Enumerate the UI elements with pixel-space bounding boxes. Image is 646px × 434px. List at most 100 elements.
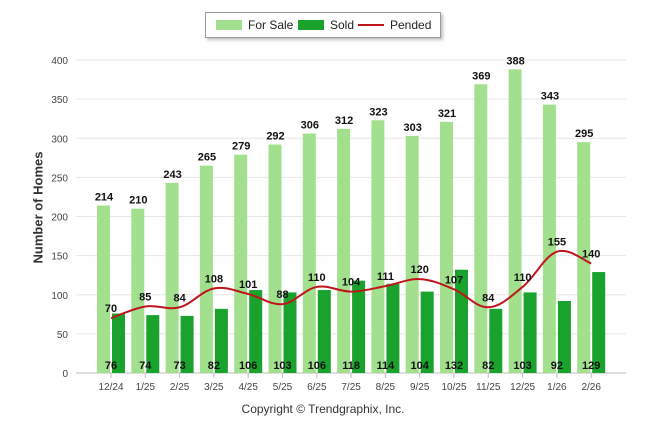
data-label-sold: 114 — [377, 360, 396, 372]
y-tick-label: 250 — [51, 173, 68, 184]
bar-sold[interactable] — [523, 292, 537, 373]
bar-sold[interactable] — [214, 308, 228, 373]
bar-for-sale[interactable] — [508, 69, 522, 373]
data-label-sold: 106 — [239, 360, 257, 372]
x-tick-label: 3/25 — [204, 382, 224, 393]
data-label-for-sale: 214 — [95, 192, 114, 204]
data-label-for-sale: 295 — [575, 128, 593, 140]
legend-item-for-sale[interactable]: For Sale — [216, 18, 293, 32]
data-label-for-sale: 388 — [506, 55, 524, 67]
x-tick-label: 10/25 — [441, 382, 466, 393]
data-label-pended: 88 — [276, 289, 288, 301]
x-tick-label: 12/25 — [510, 382, 535, 393]
data-label-sold: 74 — [139, 360, 152, 372]
data-label-for-sale: 243 — [163, 169, 181, 181]
y-tick-label: 200 — [51, 213, 68, 224]
x-tick-label: 1/26 — [547, 382, 567, 393]
data-label-pended: 104 — [342, 277, 361, 289]
bar-sold[interactable] — [352, 280, 366, 373]
data-label-sold: 82 — [208, 360, 220, 372]
legend-item-pended[interactable]: Pended — [358, 18, 431, 32]
bar-sold[interactable] — [420, 291, 434, 373]
bar-for-sale[interactable] — [577, 142, 591, 373]
pended-line — [110, 249, 592, 320]
bar-sold[interactable] — [386, 283, 400, 373]
data-label-pended: 110 — [514, 272, 532, 284]
for-sale-swatch — [216, 20, 242, 30]
legend-item-sold[interactable]: Sold — [298, 18, 354, 32]
x-tick-label: 7/25 — [341, 382, 361, 393]
bar-sold[interactable] — [249, 290, 263, 373]
bar-for-sale[interactable] — [268, 144, 282, 373]
bar-sold[interactable] — [146, 315, 160, 373]
data-label-for-sale: 312 — [335, 115, 353, 127]
y-tick-label: 100 — [51, 291, 68, 302]
bar-for-sale[interactable] — [302, 133, 316, 373]
x-tick-label: 6/25 — [307, 382, 327, 393]
data-label-sold: 103 — [513, 360, 531, 372]
data-label-pended: 85 — [139, 291, 151, 303]
data-label-pended: 84 — [173, 292, 186, 304]
data-label-pended: 108 — [205, 273, 223, 285]
x-tick-label: 1/25 — [136, 382, 156, 393]
data-label-pended: 107 — [445, 274, 463, 286]
bar-for-sale[interactable] — [337, 128, 351, 373]
bar-sold[interactable] — [592, 272, 606, 373]
y-tick-label: 0 — [62, 369, 68, 380]
bar-for-sale[interactable] — [371, 120, 385, 373]
data-label-pended: 101 — [239, 279, 257, 291]
bar-for-sale[interactable] — [440, 121, 453, 373]
x-tick-label: 2/26 — [581, 382, 601, 393]
data-label-sold: 106 — [308, 360, 326, 372]
bar-for-sale[interactable] — [234, 154, 248, 373]
data-label-for-sale: 265 — [198, 152, 216, 164]
bar-for-sale[interactable] — [131, 208, 145, 373]
bar-sold[interactable] — [283, 292, 297, 373]
legend-label-for-sale: For Sale — [248, 18, 294, 32]
pended-series-line — [110, 249, 592, 320]
y-tick-label: 400 — [51, 56, 68, 67]
legend: For Sale Sold Pended — [205, 12, 441, 38]
data-label-for-sale: 369 — [472, 70, 490, 82]
bar-for-sale[interactable] — [199, 165, 213, 373]
x-tick-label: 4/25 — [238, 382, 258, 393]
data-label-sold: 129 — [582, 360, 600, 372]
bar-for-sale[interactable] — [97, 205, 110, 373]
y-tick-label: 300 — [51, 134, 68, 145]
bar-sold[interactable] — [180, 315, 194, 373]
bar-sold[interactable] — [317, 290, 331, 373]
data-label-for-sale: 279 — [232, 141, 250, 153]
pended-swatch — [358, 24, 384, 26]
data-label-for-sale: 343 — [541, 91, 559, 103]
y-tick-label: 350 — [51, 95, 68, 106]
data-label-pended: 120 — [411, 264, 429, 276]
data-label-sold: 82 — [482, 360, 494, 372]
y-axis-label: Number of Homes — [30, 151, 46, 264]
data-label-sold: 76 — [105, 360, 117, 372]
bar-sold[interactable] — [112, 313, 125, 373]
bar-sold[interactable] — [489, 308, 503, 373]
x-tick-label: 9/25 — [410, 382, 430, 393]
data-label-pended: 110 — [308, 272, 326, 284]
data-labels: 214 210 243 265 279 292 306 312 323 303 321 369 388 3… — [95, 55, 601, 372]
bar-for-sale[interactable] — [405, 135, 419, 373]
data-label-sold: 132 — [445, 360, 463, 372]
bar-for-sale[interactable] — [474, 84, 488, 373]
bar-for-sale[interactable] — [165, 182, 179, 373]
x-tick-label: 8/25 — [376, 382, 396, 393]
data-label-for-sale: 321 — [438, 108, 456, 120]
x-tick-label: 11/25 — [476, 382, 501, 393]
sold-swatch — [298, 20, 324, 30]
data-label-pended: 140 — [582, 248, 600, 260]
data-label-pended: 111 — [377, 271, 394, 283]
data-label-pended: 84 — [482, 292, 495, 304]
data-label-for-sale: 292 — [266, 131, 284, 143]
data-label-sold: 118 — [342, 360, 360, 372]
bar-for-sale[interactable] — [542, 104, 556, 373]
x-tick-label: 12/24 — [98, 382, 123, 393]
data-label-for-sale: 306 — [301, 120, 319, 132]
data-label-for-sale: 210 — [129, 195, 147, 207]
x-tick-label: 5/25 — [273, 382, 293, 393]
bar-sold[interactable] — [557, 301, 571, 373]
